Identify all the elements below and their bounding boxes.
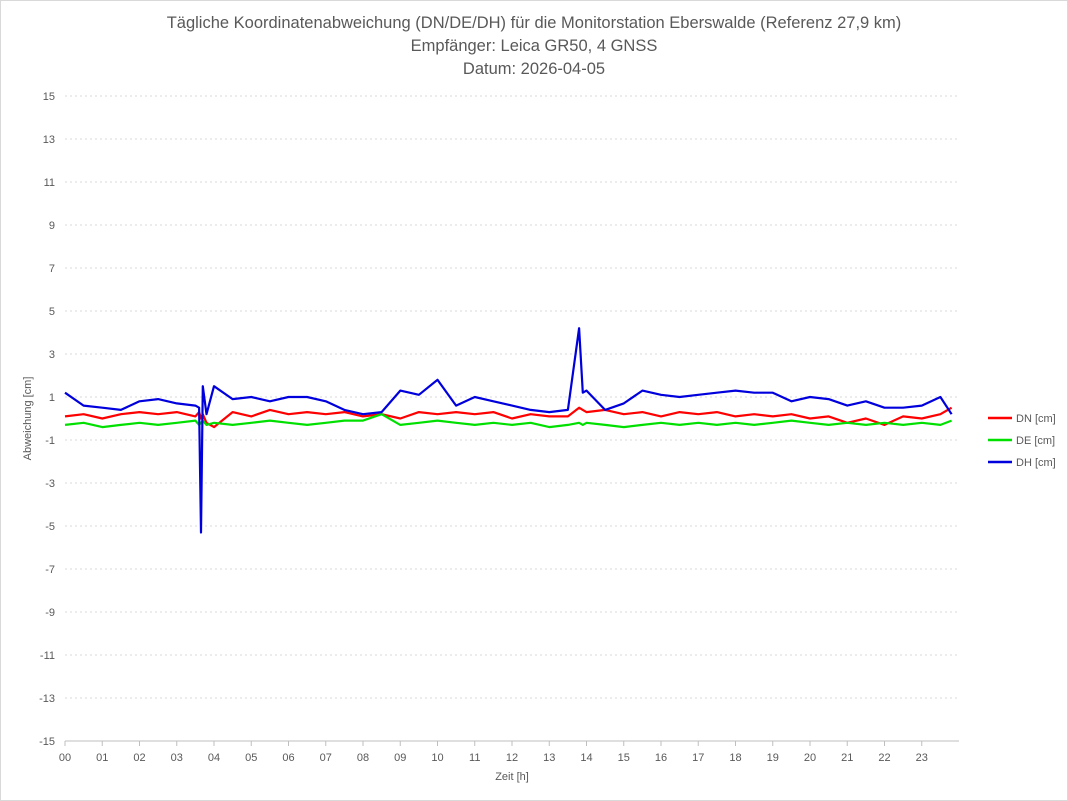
x-tick-label: 22 (878, 752, 890, 764)
x-tick-label: 09 (394, 752, 406, 764)
y-tick-label: -15 (39, 736, 55, 748)
chart-subtitle-receiver: Empfänger: Leica GR50, 4 GNSS (410, 37, 658, 55)
x-tick-label: 23 (916, 752, 928, 764)
legend-label: DE [cm] (1016, 435, 1055, 447)
y-tick-label: -1 (45, 435, 55, 447)
x-tick-label: 06 (282, 752, 294, 764)
x-tick-label: 18 (729, 752, 741, 764)
y-tick-label: 1 (49, 392, 55, 404)
x-tick-label: 04 (208, 752, 220, 764)
x-tick-label: 11 (469, 752, 480, 764)
x-tick-label: 16 (655, 752, 667, 764)
legend-label: DN [cm] (1016, 413, 1056, 425)
y-tick-label: -7 (45, 564, 55, 576)
y-tick-label: -9 (45, 607, 55, 619)
x-tick-label: 13 (543, 752, 555, 764)
x-tick-label: 19 (767, 752, 779, 764)
y-tick-label: -5 (45, 521, 55, 533)
y-tick-label: -11 (40, 650, 55, 662)
y-tick-label: 3 (49, 349, 55, 361)
y-tick-label: 11 (44, 177, 55, 189)
x-tick-label: 15 (618, 752, 630, 764)
series-line-de (64, 413, 952, 429)
x-tick-label: 01 (96, 752, 108, 764)
y-tick-label: 13 (43, 134, 55, 146)
x-tick-label: 17 (692, 752, 704, 764)
chart-title: Tägliche Koordinatenabweichung (DN/DE/DH… (166, 14, 902, 32)
x-tick-label: 07 (320, 752, 332, 764)
x-tick-label: 05 (245, 752, 257, 764)
series-line-dn (64, 406, 953, 429)
x-tick-label: 10 (431, 752, 443, 764)
x-tick-label: 02 (133, 752, 145, 764)
x-axis-title: Zeit [h] (495, 771, 529, 783)
legend-label: DH [cm] (1016, 457, 1056, 469)
x-tick-label: 21 (841, 752, 853, 764)
y-tick-label: 15 (43, 91, 55, 103)
y-tick-label: 9 (49, 220, 55, 232)
x-tick-label: 20 (804, 752, 816, 764)
y-tick-label: -3 (45, 478, 55, 490)
y-tick-label: -13 (39, 693, 55, 705)
x-tick-label: 00 (59, 752, 71, 764)
x-tick-label: 14 (580, 752, 592, 764)
y-axis-title: Abweichung [cm] (22, 377, 34, 461)
x-tick-label: 08 (357, 752, 369, 764)
y-tick-label: 5 (49, 306, 55, 318)
series-line-dh (64, 327, 953, 534)
x-tick-label: 03 (171, 752, 183, 764)
y-tick-label: 7 (49, 263, 55, 275)
chart-subtitle-date: Datum: 2026-04-05 (462, 60, 606, 78)
x-tick-label: 12 (506, 752, 518, 764)
